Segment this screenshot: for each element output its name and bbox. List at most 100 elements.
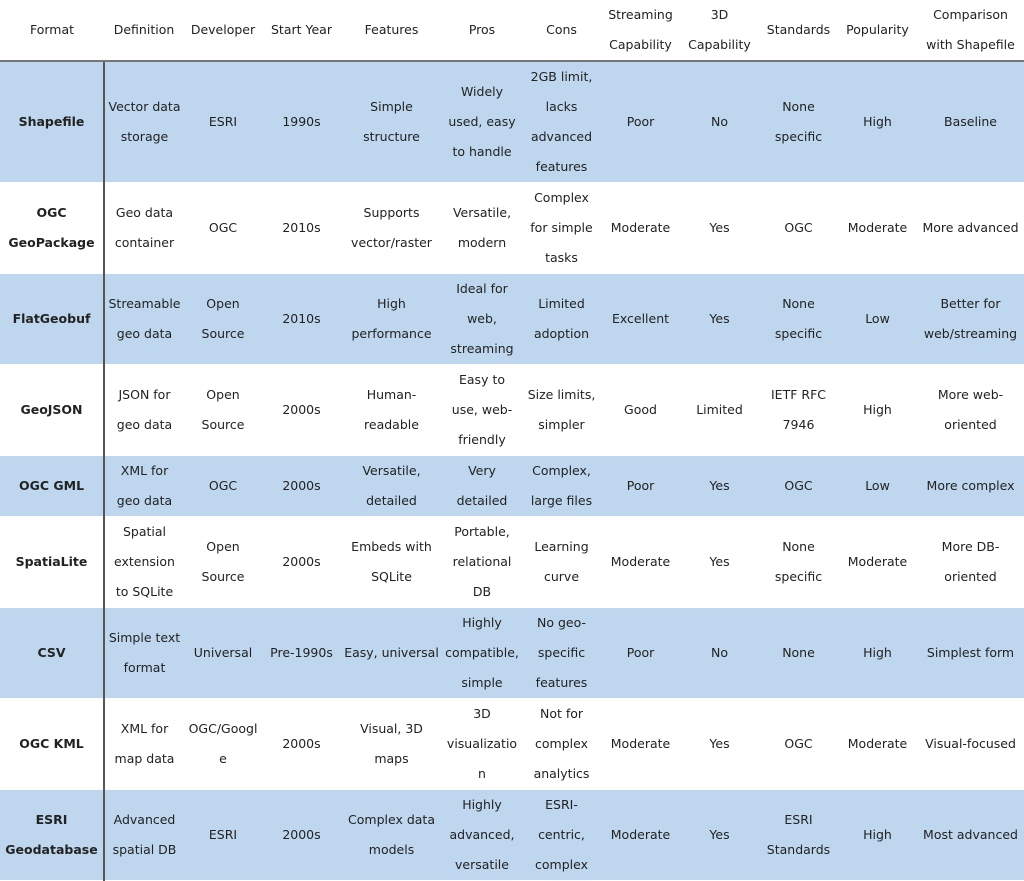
table-cell: High xyxy=(863,645,892,660)
table-cell: Open Source xyxy=(201,387,245,432)
format-cell: OGC GeoPackage xyxy=(0,182,105,274)
table-cell: Streamable geo data xyxy=(108,296,181,341)
table-cell: 2010s xyxy=(282,220,321,235)
table-cell: High xyxy=(863,114,892,129)
table-cell: Widely used, easy to handle xyxy=(448,84,516,159)
table-cell: Limited xyxy=(696,402,743,417)
table-cell: Low xyxy=(865,478,890,493)
table-cell: Low xyxy=(865,311,890,326)
table-cell: ESRI xyxy=(208,827,238,842)
table-cell: High xyxy=(863,827,892,842)
header-row: Format Definition Developer Start Year Featu… xyxy=(0,0,1024,62)
table-cell: XML for map data xyxy=(114,721,175,766)
table-cell: Poor xyxy=(626,645,655,660)
table-cell: Moderate xyxy=(847,220,908,235)
table-row: FlatGeobuf Streamable geo data Open Source… xyxy=(0,273,1024,365)
table-cell: Universal xyxy=(193,645,253,660)
table-cell: Human-readable xyxy=(364,387,419,432)
format-cell: GeoJSON xyxy=(0,364,105,456)
header-cell: Format xyxy=(0,0,104,62)
table-cell: None specific xyxy=(774,539,823,584)
table-cell: Yes xyxy=(709,736,730,751)
format-cell: OGC GML xyxy=(0,455,105,517)
table-cell: Geo data container xyxy=(114,205,175,250)
header-cell: Streaming Capability xyxy=(601,0,680,62)
header-cell: Developer xyxy=(184,0,262,62)
table-cell: 2000s xyxy=(282,554,321,569)
table-cell: Moderate xyxy=(610,554,671,569)
table-cell: Open Source xyxy=(201,296,245,341)
header-cell: Cons xyxy=(522,0,601,62)
table-row: ESRI Geodatabase Advanced spatial DB ESRI 2… xyxy=(0,789,1024,881)
table-row: GeoJSON JSON for geo data Open Source 2000s… xyxy=(0,364,1024,456)
table-cell: None xyxy=(782,645,815,660)
table-cell: Vector data storage xyxy=(108,99,181,144)
table-cell: Baseline xyxy=(944,114,997,129)
table-cell: Poor xyxy=(626,478,655,493)
header-cell: Comparison with Shapefile xyxy=(917,0,1024,62)
table-cell: 1990s xyxy=(282,114,321,129)
table-cell: Visual-focused xyxy=(925,736,1016,751)
table-cell: Complex, large files xyxy=(530,463,593,508)
table-row: SpatiaLite Spatial extension to SQLite Ope… xyxy=(0,516,1024,608)
header-cell: Start Year xyxy=(262,0,341,62)
table-cell: ESRI xyxy=(208,114,238,129)
table-row: CSV Simple text format Universal Pre-1990s E… xyxy=(0,607,1024,699)
table-cell: OGC xyxy=(208,220,238,235)
table-header: Format Definition Developer Start Year Featu… xyxy=(0,0,1024,62)
table-cell: Excellent xyxy=(611,311,670,326)
header-cell: Standards xyxy=(759,0,838,62)
table-cell: Spatial extension to SQLite xyxy=(114,524,175,599)
table-cell: Simple structure xyxy=(363,99,420,144)
table-cell: Versatile, modern xyxy=(452,205,512,250)
table-cell: Learning curve xyxy=(534,539,589,584)
table-cell: More DB-oriented xyxy=(941,539,1000,584)
table-cell: 2000s xyxy=(282,402,321,417)
table-row: OGC GML XML for geo data OGC 2000s Versatile… xyxy=(0,455,1024,517)
table-cell: Pre-1990s xyxy=(270,645,333,660)
table-cell: JSON for geo data xyxy=(116,387,173,432)
table-cell: OGC xyxy=(208,478,238,493)
table-cell: Poor xyxy=(626,114,655,129)
table-cell: Yes xyxy=(709,478,730,493)
table-cell: More web-oriented xyxy=(937,387,1004,432)
header-cell: Definition xyxy=(104,0,184,62)
header-cell: Pros xyxy=(442,0,522,62)
format-cell: OGC KML xyxy=(0,698,105,790)
format-cell: Shapefile xyxy=(0,61,105,183)
table-cell: Ideal for web, streaming xyxy=(450,281,514,356)
table-cell: ESRI-centric, complex xyxy=(535,797,588,872)
table-cell: OGC xyxy=(784,478,813,493)
table-cell: IETF RFC 7946 xyxy=(771,387,826,432)
table-cell: Portable, relational DB xyxy=(452,524,512,599)
table-cell: OGC/Google xyxy=(188,721,258,766)
table-cell: Yes xyxy=(709,554,730,569)
table-cell: None specific xyxy=(774,99,823,144)
table-cell: High xyxy=(863,402,892,417)
table-cell: Visual, 3D maps xyxy=(360,721,423,766)
table-row: OGC KML XML for map data OGC/Google 2000s Vi… xyxy=(0,698,1024,790)
table-body: Shapefile Vector data storage ESRI 1990s Sim… xyxy=(0,61,1024,881)
table-cell: 2000s xyxy=(282,827,321,842)
table-cell: More advanced xyxy=(922,220,1019,235)
table-cell: Moderate xyxy=(847,554,908,569)
table-cell: Complex data models xyxy=(348,812,435,857)
table-cell: Limited adoption xyxy=(533,296,590,341)
table-cell: Open Source xyxy=(201,539,245,584)
format-cell: FlatGeobuf xyxy=(0,273,105,365)
table-cell: High performance xyxy=(351,296,432,341)
table-cell: Embeds with SQLite xyxy=(351,539,432,584)
table-cell: Moderate xyxy=(610,220,671,235)
table-cell: None specific xyxy=(774,296,823,341)
table-cell: Yes xyxy=(709,827,730,842)
table-cell: Simplest form xyxy=(926,645,1015,660)
table-cell: Easy, universal xyxy=(344,645,439,660)
table-cell: Supports vector/raster xyxy=(351,205,432,250)
table-cell: Simple text format xyxy=(108,630,181,675)
table-cell: No geo-specific features xyxy=(535,615,588,690)
table-cell: XML for geo data xyxy=(116,463,173,508)
table-cell: 2000s xyxy=(282,736,321,751)
table-cell: Better for web/streaming xyxy=(923,296,1018,341)
